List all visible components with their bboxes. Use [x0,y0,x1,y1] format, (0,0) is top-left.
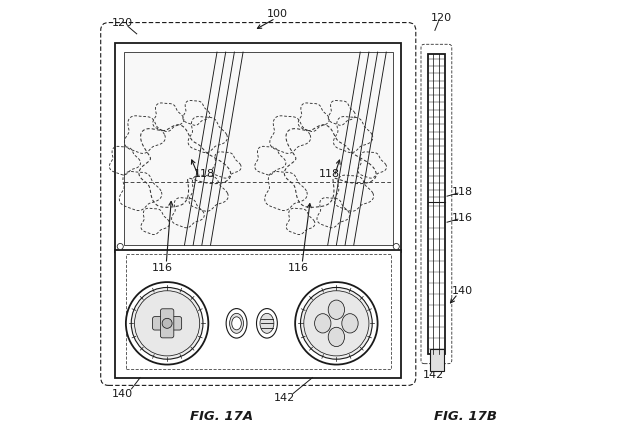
Text: 116: 116 [288,263,309,273]
Text: 118: 118 [319,168,341,179]
Text: 142: 142 [274,393,295,404]
Circle shape [295,282,378,365]
Ellipse shape [256,309,278,338]
Text: 116: 116 [152,263,173,273]
Circle shape [162,319,172,328]
Circle shape [131,287,203,359]
Ellipse shape [342,314,358,333]
FancyBboxPatch shape [161,309,174,338]
Ellipse shape [229,313,244,333]
Bar [115,250,401,378]
Text: 140: 140 [112,389,133,399]
Text: 120: 120 [112,18,133,28]
Bar [429,349,444,371]
Text: 118: 118 [194,168,214,179]
Text: FIG. 17A: FIG. 17A [190,410,253,423]
Text: FIG. 17B: FIG. 17B [434,410,498,423]
Circle shape [393,243,399,250]
Ellipse shape [232,317,241,330]
Text: 100: 100 [268,9,288,19]
Text: 120: 120 [431,13,451,23]
Bar [126,254,391,369]
Circle shape [304,291,369,356]
Text: 118: 118 [452,187,472,197]
Ellipse shape [328,300,344,319]
Text: 142: 142 [422,370,444,381]
Circle shape [134,291,199,356]
Text: 140: 140 [452,286,472,296]
Circle shape [118,243,123,250]
Ellipse shape [314,314,331,333]
FancyBboxPatch shape [421,44,452,364]
Text: 116: 116 [452,213,472,223]
Bar [124,52,392,245]
FancyBboxPatch shape [101,23,416,385]
Bar [428,54,445,354]
Ellipse shape [328,327,344,347]
Ellipse shape [226,309,247,338]
Bar [115,43,401,252]
Circle shape [126,282,208,365]
Ellipse shape [260,313,274,333]
FancyBboxPatch shape [152,317,182,330]
Circle shape [301,287,372,359]
